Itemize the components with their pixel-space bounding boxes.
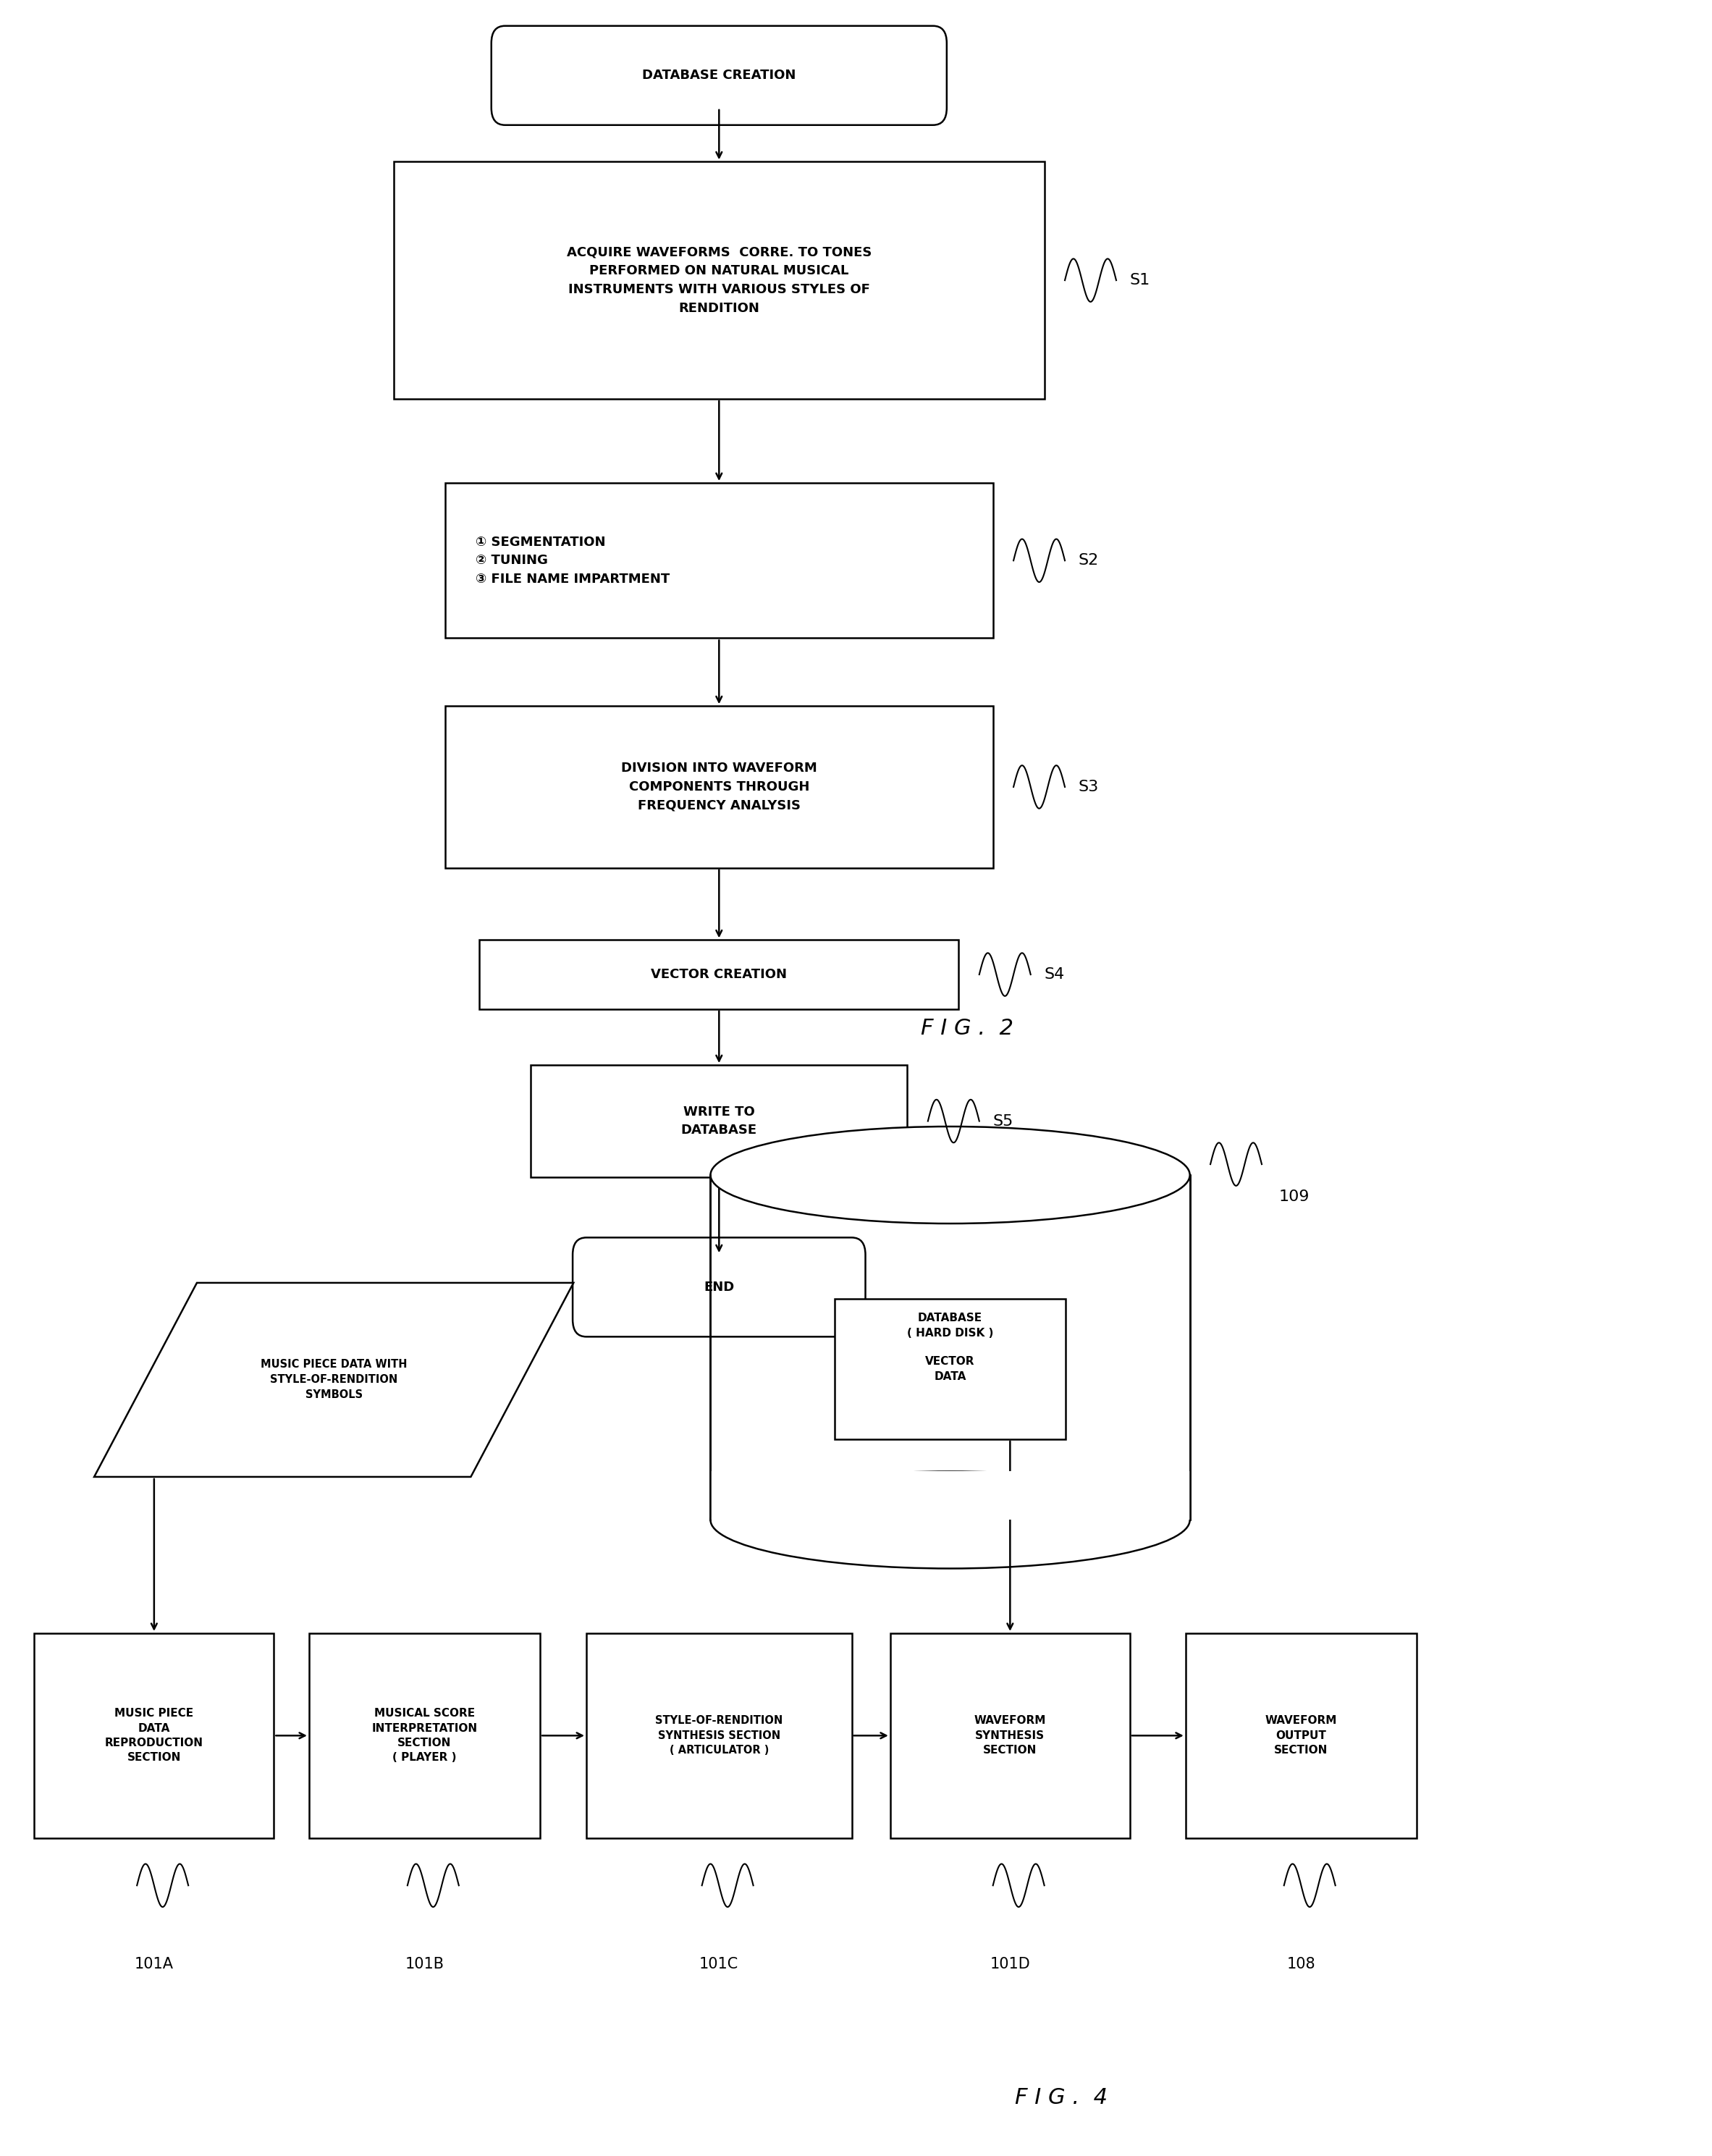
Text: MUSIC PIECE
DATA
REPRODUCTION
SECTION: MUSIC PIECE DATA REPRODUCTION SECTION bbox=[104, 1708, 204, 1764]
Text: S5: S5 bbox=[993, 1115, 1014, 1128]
Bar bbox=[586, 1634, 851, 1837]
Text: DATABASE CREATION: DATABASE CREATION bbox=[642, 69, 796, 82]
Bar bbox=[34, 1634, 274, 1837]
Bar bbox=[394, 162, 1044, 399]
Text: DATABASE
( HARD DISK ): DATABASE ( HARD DISK ) bbox=[907, 1313, 993, 1339]
Bar bbox=[1185, 1634, 1418, 1837]
FancyBboxPatch shape bbox=[491, 26, 947, 125]
Ellipse shape bbox=[710, 1470, 1190, 1570]
Bar bbox=[890, 1634, 1130, 1837]
Text: 108: 108 bbox=[1287, 1958, 1315, 1971]
Text: S4: S4 bbox=[1044, 968, 1065, 981]
Text: WAVEFORM
OUTPUT
SECTION: WAVEFORM OUTPUT SECTION bbox=[1265, 1716, 1337, 1755]
Text: VECTOR
DATA: VECTOR DATA bbox=[926, 1356, 974, 1382]
Text: F I G .  2: F I G . 2 bbox=[921, 1018, 1014, 1039]
Text: 101B: 101B bbox=[406, 1958, 443, 1971]
Text: 101D: 101D bbox=[990, 1958, 1031, 1971]
Polygon shape bbox=[94, 1283, 574, 1477]
Bar bbox=[835, 1298, 1065, 1440]
Text: ACQUIRE WAVEFORMS  CORRE. TO TONES
PERFORMED ON NATURAL MUSICAL
INSTRUMENTS WITH: ACQUIRE WAVEFORMS CORRE. TO TONES PERFOR… bbox=[567, 246, 871, 315]
Text: 109: 109 bbox=[1279, 1190, 1310, 1203]
Text: END: END bbox=[704, 1281, 734, 1294]
Ellipse shape bbox=[710, 1125, 1190, 1222]
Text: S1: S1 bbox=[1130, 274, 1150, 287]
Text: 101C: 101C bbox=[700, 1958, 738, 1971]
Text: STYLE-OF-RENDITION
SYNTHESIS SECTION
( ARTICULATOR ): STYLE-OF-RENDITION SYNTHESIS SECTION ( A… bbox=[656, 1716, 782, 1755]
Text: MUSICAL SCORE
INTERPRETATION
SECTION
( PLAYER ): MUSICAL SCORE INTERPRETATION SECTION ( P… bbox=[372, 1708, 478, 1764]
FancyBboxPatch shape bbox=[572, 1238, 865, 1337]
Text: S3: S3 bbox=[1079, 780, 1099, 793]
Bar bbox=[445, 707, 993, 867]
Text: WAVEFORM
SYNTHESIS
SECTION: WAVEFORM SYNTHESIS SECTION bbox=[974, 1716, 1046, 1755]
Text: WRITE TO
DATABASE: WRITE TO DATABASE bbox=[681, 1106, 757, 1136]
Bar bbox=[710, 1470, 1190, 1520]
Text: 101A: 101A bbox=[135, 1958, 173, 1971]
Text: VECTOR CREATION: VECTOR CREATION bbox=[651, 968, 788, 981]
Bar bbox=[308, 1634, 541, 1837]
Text: S2: S2 bbox=[1079, 554, 1099, 567]
Bar bbox=[479, 940, 959, 1009]
Text: DIVISION INTO WAVEFORM
COMPONENTS THROUGH
FREQUENCY ANALYSIS: DIVISION INTO WAVEFORM COMPONENTS THROUG… bbox=[621, 761, 817, 813]
Text: MUSIC PIECE DATA WITH
STYLE-OF-RENDITION
SYMBOLS: MUSIC PIECE DATA WITH STYLE-OF-RENDITION… bbox=[260, 1358, 407, 1401]
Text: F I G .  4: F I G . 4 bbox=[1015, 2087, 1108, 2109]
Text: ① SEGMENTATION
② TUNING
③ FILE NAME IMPARTMENT: ① SEGMENTATION ② TUNING ③ FILE NAME IMPA… bbox=[476, 535, 669, 586]
Bar bbox=[445, 483, 993, 638]
Bar bbox=[531, 1065, 907, 1177]
